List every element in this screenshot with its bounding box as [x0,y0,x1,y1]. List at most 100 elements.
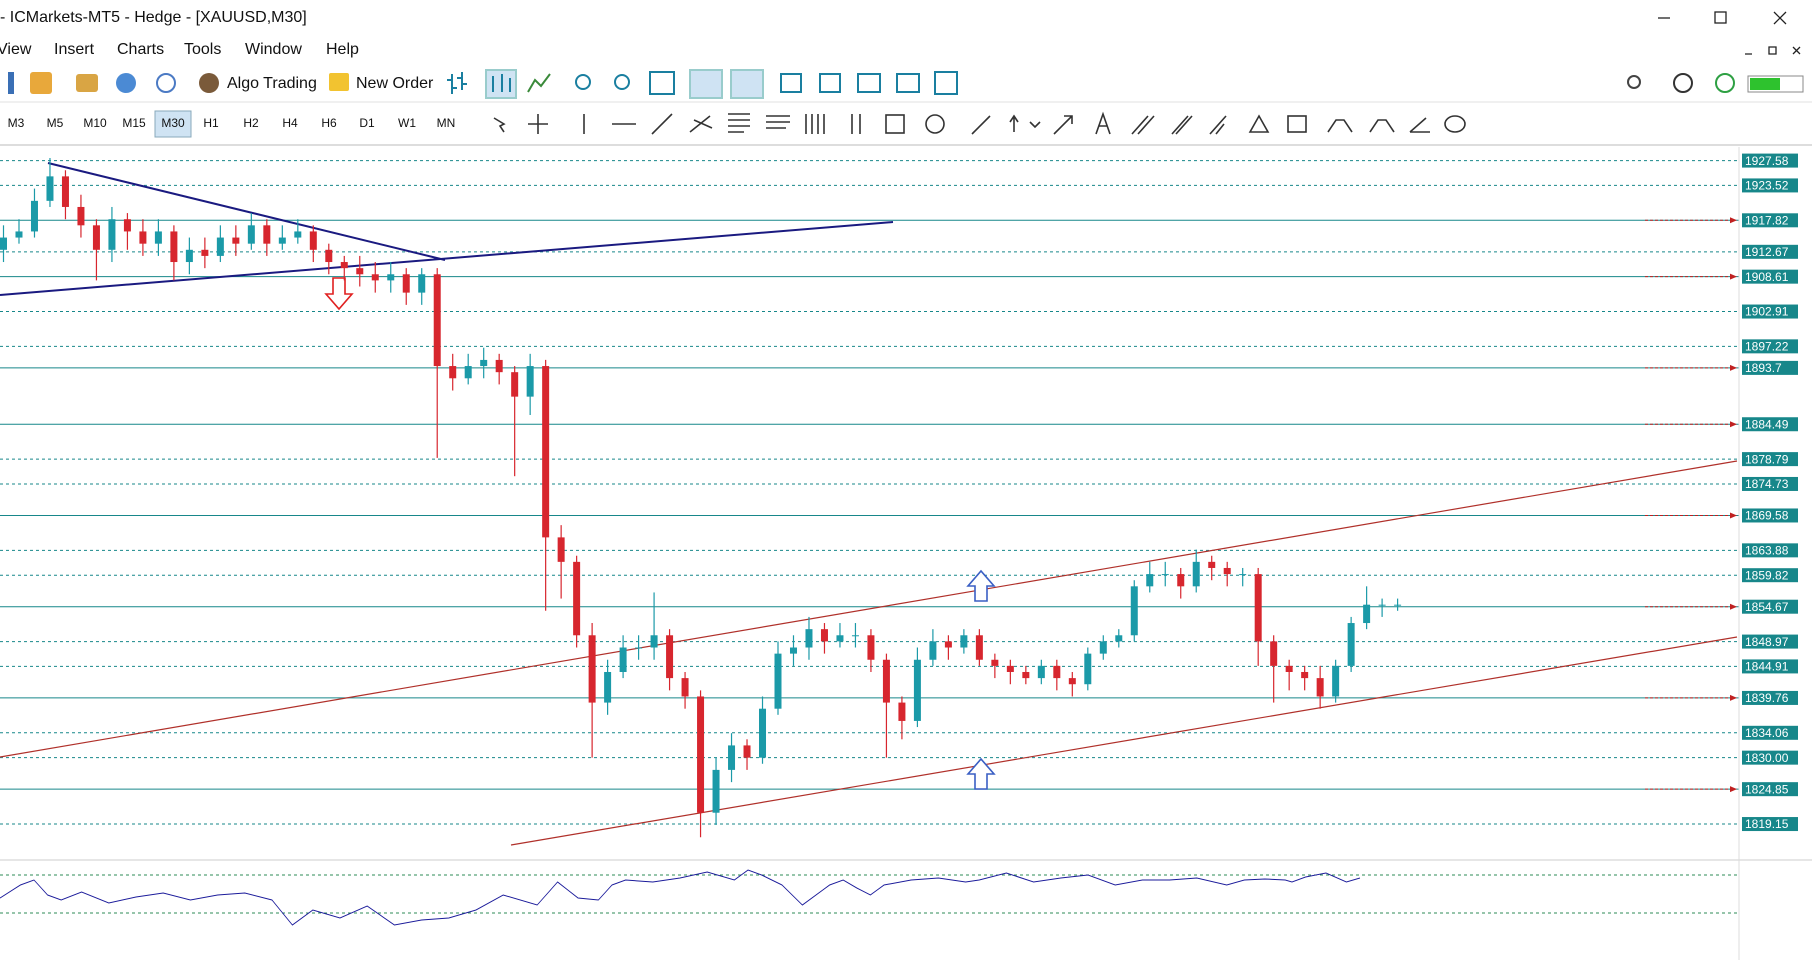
timeframe[interactable]: M3 [8,116,25,130]
arrows[interactable] [1009,114,1041,132]
icon[interactable] [857,73,881,93]
levels: 1927.58 1923.52 1912.67 1902.91 1897.22 1878.… [0,153,1798,831]
tile-icon[interactable] [649,71,675,95]
ellipse[interactable] [1444,115,1466,133]
label-tool[interactable] [1095,111,1111,135]
menu-item[interactable]: Charts [117,41,164,58]
new-order[interactable]: New Order [356,75,434,92]
trend-line[interactable] [0,221,894,296]
wave[interactable] [1327,119,1353,133]
price-label-bg [1742,690,1798,705]
icon[interactable] [156,73,176,93]
candle-body [573,561,581,636]
order-icon[interactable] [329,73,349,91]
icon[interactable] [896,73,920,93]
rectangle[interactable] [1287,115,1307,133]
candle-body [1192,561,1200,587]
candle-body [294,231,302,238]
timeframe[interactable]: MN [437,116,456,130]
candle-body [1146,574,1154,587]
icon[interactable] [780,73,802,93]
arrow-line[interactable] [1053,115,1073,135]
icon[interactable] [8,72,14,94]
fibo[interactable] [689,115,713,133]
algo-icon[interactable] [199,73,219,93]
menu-item[interactable]: Tools [184,41,221,58]
schiff[interactable] [1171,115,1193,135]
candle-body [789,647,797,654]
candle-body [526,366,534,397]
gann[interactable] [971,115,991,135]
icon[interactable] [76,74,98,92]
maximize[interactable] [1714,11,1727,24]
signal[interactable] [1715,73,1735,93]
candle-body [1006,665,1014,672]
price-label-bg [1742,339,1798,354]
candle-body [170,231,178,263]
pitchfork[interactable] [1131,115,1155,135]
menu-item[interactable]: Insert [54,41,95,58]
text-tool[interactable] [885,114,905,134]
timeframe[interactable]: H6 [321,116,337,130]
buy-arrow[interactable] [966,757,996,790]
candle-body [1177,574,1185,587]
child-controls[interactable] [1745,46,1801,55]
trendline[interactable] [651,113,673,135]
zoom-out[interactable] [614,74,630,90]
channel-line[interactable] [0,460,1738,758]
angle[interactable] [1409,117,1430,133]
price-label: 1869.58 [1745,509,1789,523]
zoom-in[interactable] [575,74,591,90]
crosshair[interactable] [528,114,548,134]
candle-body [30,200,38,232]
autoscroll[interactable] [689,69,723,99]
close[interactable] [1773,11,1787,25]
icon[interactable] [116,73,136,93]
candle-body [743,745,751,758]
cursor[interactable] [493,117,506,133]
chart-shift[interactable] [730,69,764,99]
timeframe[interactable]: H1 [203,116,219,130]
search[interactable] [1627,75,1641,89]
candle-body [123,219,131,232]
timeframe[interactable]: M5 [47,116,64,130]
timeframe[interactable]: M15 [122,116,146,130]
fan[interactable] [1209,115,1227,135]
menu-item[interactable]: Window [245,41,302,58]
candle-body [1285,665,1293,672]
menu-item[interactable]: View [0,41,32,58]
timeframe[interactable]: D1 [359,116,375,130]
candle-body [1130,586,1138,636]
timeframe[interactable]: M30 [161,116,185,130]
cycle[interactable] [851,114,861,134]
icon[interactable] [934,71,958,95]
sell-arrow[interactable] [324,277,354,311]
account[interactable] [1673,73,1693,93]
candle-body [1084,653,1092,685]
timeframe[interactable]: H2 [243,116,259,130]
candle-body [0,237,7,250]
timeframe[interactable]: H4 [282,116,298,130]
algo-trading[interactable]: Algo Trading [227,75,317,92]
candle-body [836,635,844,642]
price-label-bg [1742,213,1798,228]
timeframe[interactable]: M10 [83,116,107,130]
line-icon[interactable] [527,73,551,93]
bar-chart-icon[interactable] [447,72,467,94]
icon[interactable] [819,73,841,93]
channel-line[interactable] [510,636,1738,846]
candle-body [139,231,147,244]
candle-body [356,268,364,275]
triangle[interactable] [1248,114,1270,133]
fibo-time[interactable] [805,114,825,134]
menu-item[interactable]: Help [326,41,359,58]
fibo-channel[interactable] [766,115,790,129]
wave2[interactable] [1369,119,1395,133]
icon[interactable] [30,72,52,94]
channel[interactable] [728,113,750,133]
elliott[interactable] [925,114,945,134]
buy-arrow[interactable] [966,569,996,602]
trend-line[interactable] [47,162,446,261]
battery-level [1750,78,1780,90]
timeframe[interactable]: W1 [398,116,416,130]
